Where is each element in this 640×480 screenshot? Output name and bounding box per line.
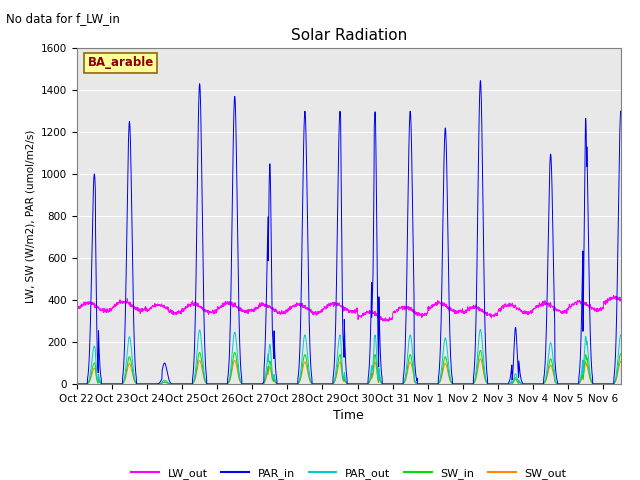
Line: SW_out: SW_out bbox=[77, 359, 638, 384]
LW_out bbox=[627, 303, 635, 309]
Line: SW_in: SW_in bbox=[77, 350, 638, 384]
SW_in bbox=[73, 381, 81, 387]
SW_in bbox=[477, 348, 484, 353]
SW_out bbox=[250, 381, 258, 387]
Y-axis label: LW, SW (W/m2), PAR (umol/m2/s): LW, SW (W/m2), PAR (umol/m2/s) bbox=[25, 129, 35, 303]
PAR_in bbox=[559, 381, 566, 387]
PAR_out bbox=[527, 381, 534, 387]
PAR_out bbox=[627, 381, 634, 387]
PAR_in bbox=[477, 78, 484, 84]
PAR_in bbox=[392, 381, 399, 387]
PAR_in bbox=[627, 381, 634, 387]
PAR_out bbox=[250, 381, 258, 387]
PAR_out bbox=[129, 363, 137, 369]
SW_in bbox=[129, 371, 137, 376]
SW_in bbox=[392, 381, 399, 387]
PAR_out bbox=[73, 381, 81, 387]
PAR_out bbox=[559, 381, 566, 387]
LW_out bbox=[610, 293, 618, 299]
PAR_in bbox=[250, 381, 258, 387]
PAR_out bbox=[477, 326, 484, 332]
SW_out bbox=[634, 381, 640, 387]
LW_out bbox=[527, 308, 534, 313]
SW_in bbox=[527, 381, 534, 387]
SW_out bbox=[392, 381, 399, 387]
SW_out bbox=[129, 373, 137, 379]
SW_out bbox=[527, 381, 534, 387]
SW_in bbox=[627, 381, 634, 387]
SW_in bbox=[634, 381, 640, 387]
LW_out bbox=[392, 309, 399, 314]
Line: PAR_in: PAR_in bbox=[77, 81, 638, 384]
SW_in bbox=[250, 381, 258, 387]
LW_out bbox=[380, 318, 387, 324]
PAR_in bbox=[129, 278, 137, 284]
PAR_in bbox=[73, 381, 81, 387]
PAR_in bbox=[634, 381, 640, 387]
PAR_out bbox=[392, 381, 399, 387]
Text: BA_arable: BA_arable bbox=[88, 56, 154, 70]
PAR_in bbox=[527, 381, 534, 387]
Legend: LW_out, PAR_in, PAR_out, SW_in, SW_out: LW_out, PAR_in, PAR_out, SW_in, SW_out bbox=[127, 464, 571, 480]
Line: PAR_out: PAR_out bbox=[77, 329, 638, 384]
X-axis label: Time: Time bbox=[333, 409, 364, 422]
Title: Solar Radiation: Solar Radiation bbox=[291, 28, 407, 43]
SW_out bbox=[477, 356, 484, 362]
Text: No data for f_LW_in: No data for f_LW_in bbox=[6, 12, 120, 25]
LW_out bbox=[129, 303, 137, 309]
PAR_out bbox=[634, 381, 640, 387]
SW_out bbox=[627, 381, 634, 387]
LW_out bbox=[250, 309, 258, 314]
LW_out bbox=[634, 318, 640, 324]
LW_out bbox=[73, 306, 81, 312]
LW_out bbox=[559, 309, 566, 314]
SW_out bbox=[559, 381, 566, 387]
Line: LW_out: LW_out bbox=[77, 296, 638, 321]
SW_in bbox=[559, 381, 566, 387]
SW_out bbox=[73, 381, 81, 387]
